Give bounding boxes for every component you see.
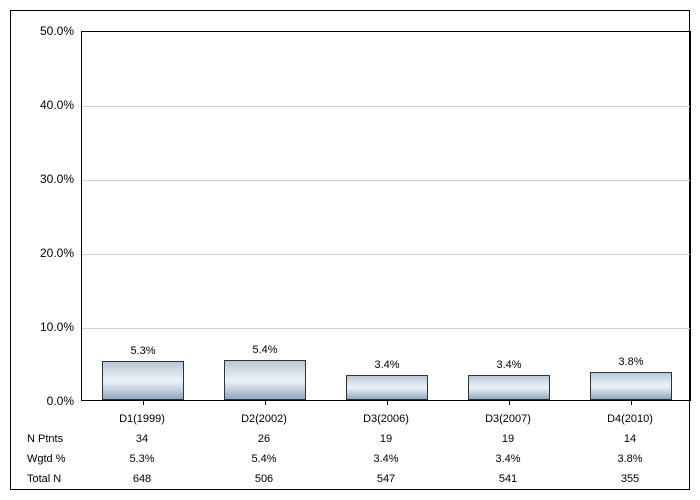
bar: 5.4% [224, 360, 307, 400]
row-cells: 34 26 19 19 14 [81, 429, 700, 449]
table-cell: D2(2002) [241, 413, 287, 425]
gridline [82, 328, 690, 329]
table-row: D1(1999) D2(2002) D3(2006) D3(2007) D4(2010) [21, 409, 700, 429]
gridline [82, 254, 690, 255]
row-header: N Ptnts [21, 433, 81, 445]
x-tick [631, 400, 632, 405]
table-cell: 34 [136, 433, 148, 445]
bar-value-label: 5.3% [130, 345, 155, 357]
table-cell: 26 [258, 433, 270, 445]
row-cells: D1(1999) D2(2002) D3(2006) D3(2007) D4(2010) [81, 409, 700, 429]
bar: 3.4% [468, 375, 551, 400]
bar-rect [590, 372, 673, 400]
table-row: Wgtd % 5.3% 5.4% 3.4% 3.4% 3.8% [21, 449, 700, 469]
bar-rect [224, 360, 307, 400]
table-cell: 541 [499, 473, 517, 485]
table-cell: 5.4% [251, 453, 276, 465]
y-tick-label: 30.0% [19, 173, 74, 185]
row-header: Wgtd % [21, 453, 81, 465]
table-cell: 19 [502, 433, 514, 445]
table-row: Total N 648 506 547 541 355 [21, 469, 700, 489]
table-cell: 3.4% [495, 453, 520, 465]
row-cells: 648 506 547 541 355 [81, 469, 700, 489]
y-tick-label: 20.0% [19, 247, 74, 259]
gridline [82, 106, 690, 107]
bar-value-label: 3.4% [374, 359, 399, 371]
table-cell: D3(2006) [363, 413, 409, 425]
table-cell: 3.4% [373, 453, 398, 465]
bar: 3.8% [590, 372, 673, 400]
plot-area: 5.3% 5.4% 3.4% 3.4% 3.8% [81, 31, 691, 401]
y-tick-label: 0.0% [19, 395, 74, 407]
table-cell: 5.3% [129, 453, 154, 465]
table-cell: 547 [377, 473, 395, 485]
x-tick [143, 400, 144, 405]
table-cell: 19 [380, 433, 392, 445]
bar: 3.4% [346, 375, 429, 400]
table-cell: 506 [255, 473, 273, 485]
row-cells: 5.3% 5.4% 3.4% 3.4% 3.8% [81, 449, 700, 469]
x-tick [509, 400, 510, 405]
x-tick [265, 400, 266, 405]
table-cell: D1(1999) [119, 413, 165, 425]
bar: 5.3% [102, 361, 185, 400]
bar-value-label: 5.4% [252, 344, 277, 356]
chart-frame: 5.3% 5.4% 3.4% 3.4% 3.8% D1(1999) D2(2002) D3(… [10, 10, 690, 490]
data-table: D1(1999) D2(2002) D3(2006) D3(2007) D4(2010)… [21, 409, 700, 489]
table-cell: 648 [133, 473, 151, 485]
table-cell: D3(2007) [485, 413, 531, 425]
bar-value-label: 3.4% [496, 359, 521, 371]
gridline [82, 180, 690, 181]
bar-rect [346, 375, 429, 400]
table-cell: D4(2010) [607, 413, 653, 425]
x-tick [387, 400, 388, 405]
table-cell: 14 [624, 433, 636, 445]
bar-rect [468, 375, 551, 400]
table-cell: 3.8% [617, 453, 642, 465]
bar-rect [102, 361, 185, 400]
y-tick-label: 10.0% [19, 321, 74, 333]
y-tick-label: 50.0% [19, 25, 74, 37]
bar-value-label: 3.8% [618, 356, 643, 368]
table-row: N Ptnts 34 26 19 19 14 [21, 429, 700, 449]
row-header: Total N [21, 473, 81, 485]
table-cell: 355 [621, 473, 639, 485]
y-tick-label: 40.0% [19, 99, 74, 111]
